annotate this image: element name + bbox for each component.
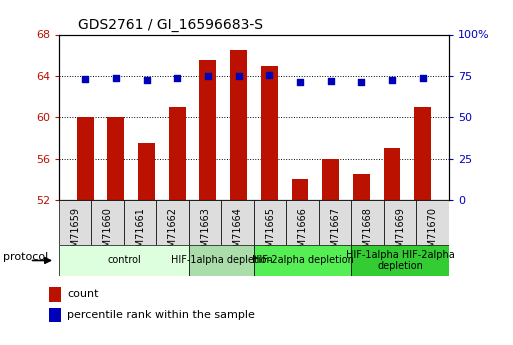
Text: GSM71670: GSM71670 xyxy=(428,207,438,260)
Point xyxy=(265,72,273,78)
Bar xyxy=(319,200,351,245)
Bar xyxy=(353,174,370,200)
Bar xyxy=(286,200,319,245)
Point xyxy=(419,76,427,81)
Bar xyxy=(189,200,222,245)
Text: HIF-2alpha depletion: HIF-2alpha depletion xyxy=(252,256,353,265)
Text: GSM71667: GSM71667 xyxy=(330,207,340,260)
Bar xyxy=(59,245,189,276)
Bar xyxy=(291,179,308,200)
Bar xyxy=(322,159,339,200)
Text: count: count xyxy=(67,289,98,299)
Bar xyxy=(169,107,186,200)
Text: GSM71669: GSM71669 xyxy=(395,207,405,260)
Bar xyxy=(351,200,384,245)
Bar xyxy=(230,50,247,200)
Text: control: control xyxy=(107,256,141,265)
Bar xyxy=(415,107,431,200)
Point xyxy=(112,76,120,81)
Bar xyxy=(384,200,417,245)
Text: HIF-1alpha HIF-2alpha
depletion: HIF-1alpha HIF-2alpha depletion xyxy=(346,250,455,271)
Bar xyxy=(91,200,124,245)
Point xyxy=(357,79,365,85)
Bar xyxy=(417,200,449,245)
Point xyxy=(234,73,243,79)
Bar xyxy=(49,308,61,322)
Bar xyxy=(222,200,254,245)
Bar xyxy=(261,66,278,200)
Text: GSM71668: GSM71668 xyxy=(363,207,372,260)
Bar xyxy=(200,60,216,200)
Point xyxy=(173,76,181,81)
Text: GSM71659: GSM71659 xyxy=(70,207,80,260)
Point xyxy=(204,73,212,79)
Bar xyxy=(77,117,93,200)
Bar xyxy=(49,287,61,302)
Bar xyxy=(254,245,351,276)
Text: GSM71662: GSM71662 xyxy=(168,207,177,260)
Bar xyxy=(124,200,156,245)
Text: GDS2761 / GI_16596683-S: GDS2761 / GI_16596683-S xyxy=(78,18,264,32)
Bar xyxy=(384,148,401,200)
Bar xyxy=(351,245,449,276)
Bar xyxy=(107,117,124,200)
Bar xyxy=(138,143,155,200)
Bar xyxy=(189,245,254,276)
Text: GSM71661: GSM71661 xyxy=(135,207,145,260)
Text: GSM71666: GSM71666 xyxy=(298,207,308,260)
Text: GSM71664: GSM71664 xyxy=(233,207,243,260)
Point xyxy=(327,78,335,83)
Text: GSM71660: GSM71660 xyxy=(103,207,113,260)
Text: protocol: protocol xyxy=(3,252,48,262)
Bar xyxy=(59,200,91,245)
Text: percentile rank within the sample: percentile rank within the sample xyxy=(67,310,255,320)
Bar xyxy=(254,200,286,245)
Point xyxy=(296,79,304,85)
Text: HIF-1alpha depletion: HIF-1alpha depletion xyxy=(170,256,272,265)
Point xyxy=(388,77,396,83)
Point xyxy=(143,77,151,83)
Point xyxy=(81,77,89,82)
Bar xyxy=(156,200,189,245)
Text: GSM71665: GSM71665 xyxy=(265,207,275,260)
Text: GSM71663: GSM71663 xyxy=(200,207,210,260)
